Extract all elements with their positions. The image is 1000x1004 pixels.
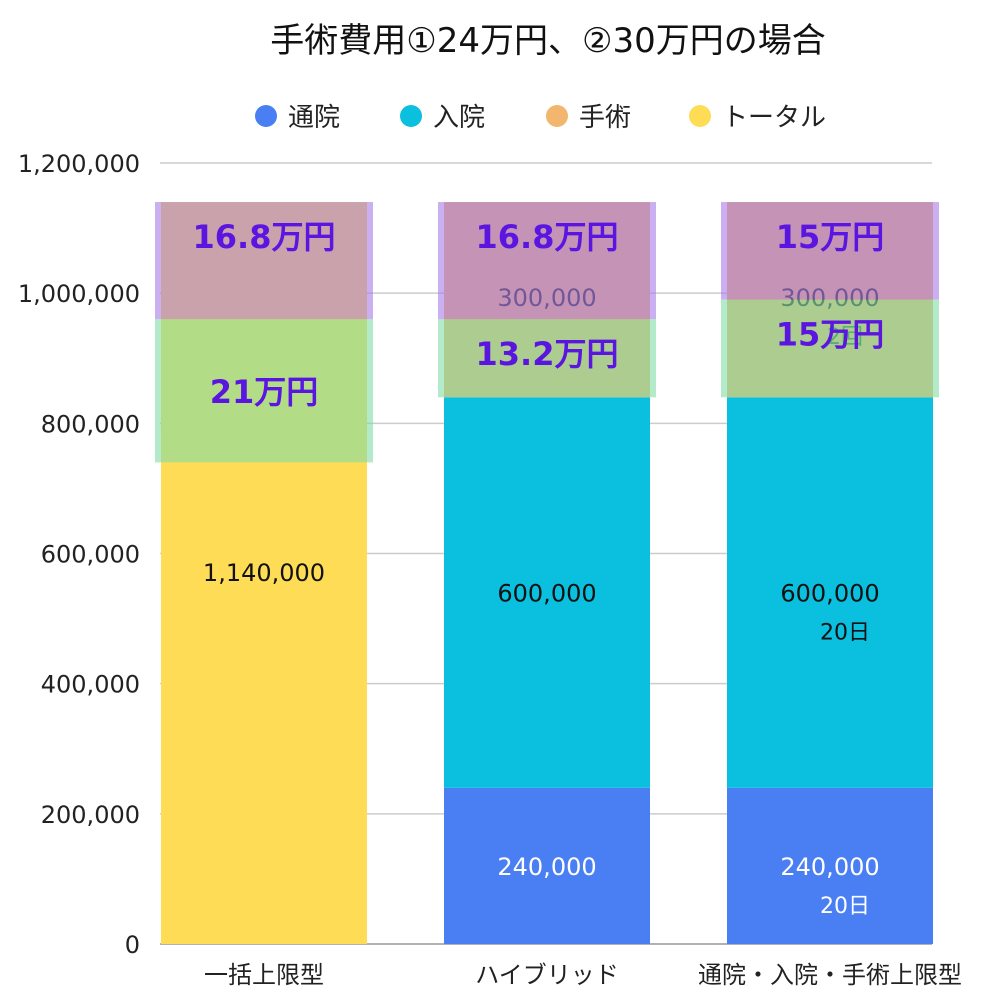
y-tick-label-2: 400,000: [41, 671, 140, 699]
annotations: 16.8万円 21万円 16.8万円 13.2万円 15万円 15万円: [155, 202, 939, 463]
annotation-box-4: [721, 202, 939, 300]
y-axis: 0 200,000 400,000 600,000 800,000 1,000,000 1,…: [18, 150, 140, 959]
bar-1-0: [444, 787, 650, 944]
x-tick-label-2: 通院・入院・手術上限型: [698, 961, 962, 989]
bar-2-1: [727, 397, 933, 788]
annotation-label-1: 21万円: [210, 373, 319, 411]
legend-marker-3: [689, 105, 711, 127]
annotation-box-1: [155, 319, 373, 463]
legend-label-3: トータル: [722, 103, 826, 133]
legend: 通院 入院 手術 トータル: [255, 103, 826, 133]
bar-label-1-1: 600,000: [497, 580, 596, 608]
bar-2-0: [727, 787, 933, 944]
bar-label-2-0: 240,000: [780, 853, 879, 881]
bar-sublabel-2-1: 20日: [820, 621, 870, 646]
bar-label-1-0: 240,000: [497, 853, 596, 881]
annotation-label-3: 13.2万円: [476, 335, 619, 373]
legend-label-2: 手術: [579, 103, 631, 133]
legend-marker-0: [255, 105, 277, 127]
x-tick-label-1: ハイブリッド: [475, 961, 619, 989]
annotation-label-0: 16.8万円: [193, 218, 336, 256]
annotation-label-5: 15万円: [776, 316, 885, 354]
annotation-label-2: 16.8万円: [476, 218, 619, 256]
chart-title: 手術費用①24万円、②30万円の場合: [270, 21, 826, 61]
y-tick-label-6: 1,200,000: [18, 150, 140, 178]
annotation-label-4: 15万円: [776, 218, 885, 256]
y-tick-label-1: 200,000: [41, 801, 140, 829]
y-tick-label-3: 600,000: [41, 541, 140, 569]
x-tick-label-0: 一括上限型: [204, 961, 324, 989]
y-tick-label-4: 800,000: [41, 410, 140, 438]
annotation-box-3: [438, 319, 656, 398]
y-tick-label-5: 1,000,000: [18, 280, 140, 308]
legend-label-0: 通院: [288, 103, 340, 133]
bar-label-0-3: 1,140,000: [203, 559, 325, 587]
annotation-box-0: [155, 202, 373, 320]
annotation-box-5: [721, 299, 939, 398]
legend-marker-2: [546, 105, 568, 127]
bar-label-2-1: 600,000: [780, 580, 879, 608]
legend-label-1: 入院: [433, 103, 485, 133]
annotation-box-2: [438, 202, 656, 320]
legend-marker-1: [400, 105, 422, 127]
y-tick-label-0: 0: [125, 931, 140, 959]
bar-sublabel-2-0: 20日: [820, 894, 870, 919]
x-axis: 一括上限型 ハイブリッド 通院・入院・手術上限型: [204, 961, 962, 989]
bar-1-1: [444, 397, 650, 788]
